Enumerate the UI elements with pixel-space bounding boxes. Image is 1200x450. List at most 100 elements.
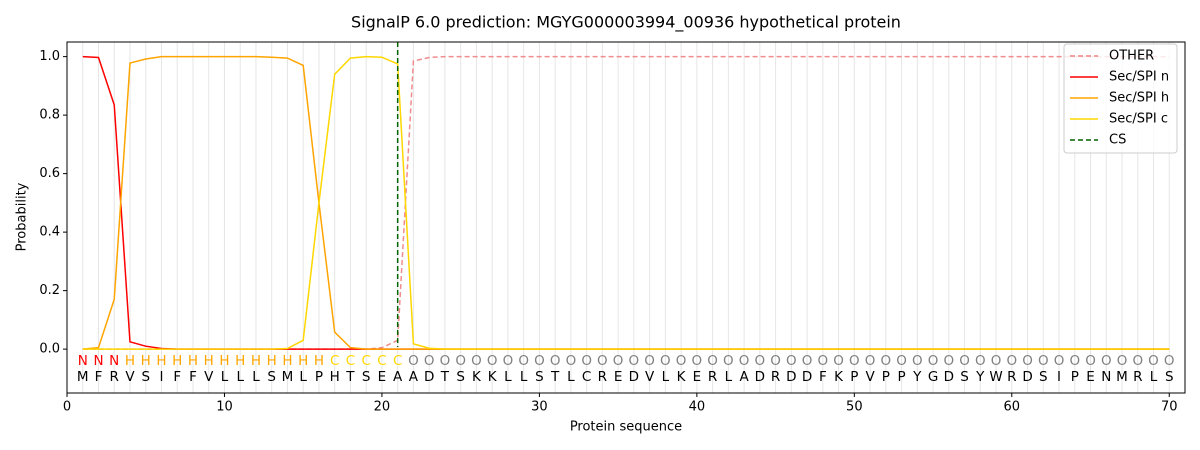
- x-tick-label: 10: [216, 400, 233, 415]
- residue: S: [456, 369, 465, 385]
- residue: F: [819, 369, 827, 385]
- residue: P: [1071, 369, 1079, 385]
- residue: R: [1133, 369, 1142, 385]
- residue-label: O: [1069, 353, 1080, 369]
- x-axis-label: Protein sequence: [570, 420, 682, 435]
- residue-label: O: [865, 353, 876, 369]
- residue: S: [267, 369, 276, 385]
- residue: P: [882, 369, 890, 385]
- series-line: [82, 55, 1170, 350]
- residue-label: O: [629, 353, 640, 369]
- residue-label: O: [786, 353, 797, 369]
- residue: N: [1101, 369, 1111, 385]
- residue: L: [725, 369, 733, 385]
- residue-label: H: [235, 353, 245, 369]
- residue-label: O: [959, 353, 970, 369]
- residue-label: N: [93, 353, 103, 369]
- legend-box: [1063, 43, 1178, 154]
- residue: K: [677, 369, 687, 385]
- residue: R: [110, 369, 119, 385]
- residue: E: [614, 369, 623, 385]
- residue-label: O: [943, 353, 954, 369]
- legend-label: CS: [1109, 133, 1126, 148]
- series-line: [82, 55, 1170, 350]
- residue: L: [520, 369, 528, 385]
- residue-label: H: [251, 353, 261, 369]
- residue-label: O: [928, 353, 939, 369]
- y-tick-label: 0.8: [39, 108, 60, 123]
- residue-label: O: [1085, 353, 1096, 369]
- residue: S: [362, 369, 371, 385]
- residue-label: O: [440, 353, 451, 369]
- residue-label: O: [471, 353, 482, 369]
- residue: K: [472, 369, 482, 385]
- residue-label: O: [991, 353, 1002, 369]
- x-tick-label: 0: [63, 400, 71, 415]
- residue: D: [1022, 369, 1032, 385]
- residue-label: O: [833, 353, 844, 369]
- residue-label: O: [707, 353, 718, 369]
- residue-label: C: [346, 353, 355, 369]
- residue: V: [125, 369, 135, 385]
- residue-label: O: [597, 353, 608, 369]
- residue-label: O: [424, 353, 435, 369]
- residue-label: O: [660, 353, 671, 369]
- x-tick-label: 20: [374, 400, 391, 415]
- residue: E: [693, 369, 702, 385]
- residue-label: O: [818, 353, 829, 369]
- legend-label: Sec/SPI h: [1109, 91, 1169, 106]
- residue-label: H: [156, 353, 166, 369]
- residue: L: [299, 369, 307, 385]
- residue: W: [989, 369, 1002, 385]
- residue-label: O: [408, 353, 419, 369]
- residue-label: H: [298, 353, 308, 369]
- residue-label: C: [361, 353, 370, 369]
- residue: A: [409, 369, 419, 385]
- residue-label: O: [613, 353, 624, 369]
- residue: S: [141, 369, 150, 385]
- residue: D: [944, 369, 954, 385]
- chart-title: SignalP 6.0 prediction: MGYG000003994_00…: [351, 13, 901, 33]
- residue: R: [598, 369, 607, 385]
- residue: V: [204, 369, 214, 385]
- residue: Y: [912, 369, 922, 385]
- residue: M: [1116, 369, 1128, 385]
- residue-label: O: [739, 353, 750, 369]
- residue-label: O: [1101, 353, 1112, 369]
- x-tick-label: 50: [846, 400, 863, 415]
- residue: R: [708, 369, 717, 385]
- residue: L: [504, 369, 512, 385]
- series-line: [82, 55, 1170, 350]
- residue: S: [1165, 369, 1174, 385]
- residue-label: O: [1117, 353, 1128, 369]
- residue: D: [786, 369, 796, 385]
- residue-label: O: [912, 353, 923, 369]
- residue-label: H: [282, 353, 292, 369]
- residue-label: C: [377, 353, 386, 369]
- residue: V: [865, 369, 875, 385]
- residue: T: [440, 369, 450, 385]
- residue: S: [960, 369, 969, 385]
- residue-label: O: [581, 353, 592, 369]
- residue: K: [488, 369, 498, 385]
- residue-label: H: [188, 353, 198, 369]
- residue: D: [755, 369, 765, 385]
- residue-label: O: [550, 353, 561, 369]
- residue: P: [897, 369, 905, 385]
- legend-label: Sec/SPI n: [1109, 70, 1169, 85]
- residue: L: [567, 369, 575, 385]
- residue: E: [378, 369, 387, 385]
- residue: F: [189, 369, 197, 385]
- residue: L: [1150, 369, 1158, 385]
- residue: F: [95, 369, 103, 385]
- residue: L: [221, 369, 229, 385]
- residue: D: [802, 369, 812, 385]
- residue: M: [77, 369, 89, 385]
- residue-label: O: [534, 353, 545, 369]
- residue: E: [1086, 369, 1095, 385]
- residue-label: O: [896, 353, 907, 369]
- residue-label: H: [204, 353, 214, 369]
- residue-label: O: [1132, 353, 1143, 369]
- residue-label: O: [1054, 353, 1065, 369]
